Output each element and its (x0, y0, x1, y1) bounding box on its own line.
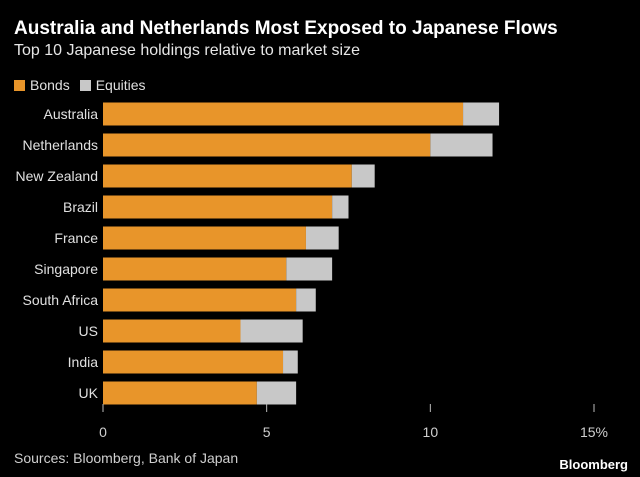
bar-bonds-singapore (103, 257, 287, 281)
bar-bonds-us (103, 319, 241, 343)
category-label-singapore: Singapore (34, 261, 98, 277)
legend-item-equities: Equities (79, 77, 146, 93)
bar-equities-brazil (332, 195, 349, 219)
category-label-south-africa: South Africa (23, 292, 99, 308)
category-label-brazil: Brazil (63, 199, 98, 215)
bar-bonds-india (103, 350, 284, 374)
bar-bonds-france (103, 226, 306, 250)
bar-bonds-new-zealand (103, 164, 352, 188)
category-label-france: France (54, 230, 98, 246)
x-tick-label-0: 0 (99, 424, 107, 440)
x-tick-label-10: 10 (423, 424, 439, 440)
bar-equities-new-zealand (351, 164, 375, 188)
category-label-uk: UK (79, 385, 99, 401)
bar-equities-india (283, 350, 298, 374)
legend-item-bonds: Bonds (14, 77, 70, 93)
chart-title: Australia and Netherlands Most Exposed t… (14, 18, 558, 39)
bar-equities-singapore (286, 257, 333, 281)
bar-equities-south-africa (296, 288, 316, 312)
bar-chart: Australia Netherlands New Zealand Brazil Fra… (16, 102, 608, 440)
category-label-india: India (68, 354, 99, 370)
source-note: Sources: Bloomberg, Bank of Japan (14, 450, 239, 466)
legend-swatch-equities (79, 79, 91, 91)
legend-label-bonds: Bonds (30, 77, 70, 93)
legend-label-equities: Equities (95, 77, 146, 93)
bar-bonds-australia (103, 102, 464, 126)
bar-bonds-south-africa (103, 288, 297, 312)
category-label-netherlands: Netherlands (23, 137, 99, 153)
bar-equities-us (240, 319, 303, 343)
legend: Bonds Equities (14, 77, 156, 93)
category-label-us: US (79, 323, 98, 339)
category-label-australia: Australia (44, 106, 99, 122)
bar-equities-netherlands (430, 133, 493, 157)
bloomberg-logo: Bloomberg (559, 457, 628, 472)
bar-equities-france (305, 226, 339, 250)
bar-bonds-uk (103, 381, 257, 405)
bar-bonds-netherlands (103, 133, 431, 157)
chart-subtitle: Top 10 Japanese holdings relative to mar… (14, 42, 360, 59)
category-label-new-zealand: New Zealand (16, 168, 99, 184)
legend-swatch-bonds (14, 79, 25, 91)
bar-equities-uk (256, 381, 297, 405)
bar-bonds-brazil (103, 195, 333, 219)
bar-equities-australia (463, 102, 500, 126)
x-tick-label-15: 15% (580, 424, 608, 440)
x-tick-label-5: 5 (263, 424, 271, 440)
